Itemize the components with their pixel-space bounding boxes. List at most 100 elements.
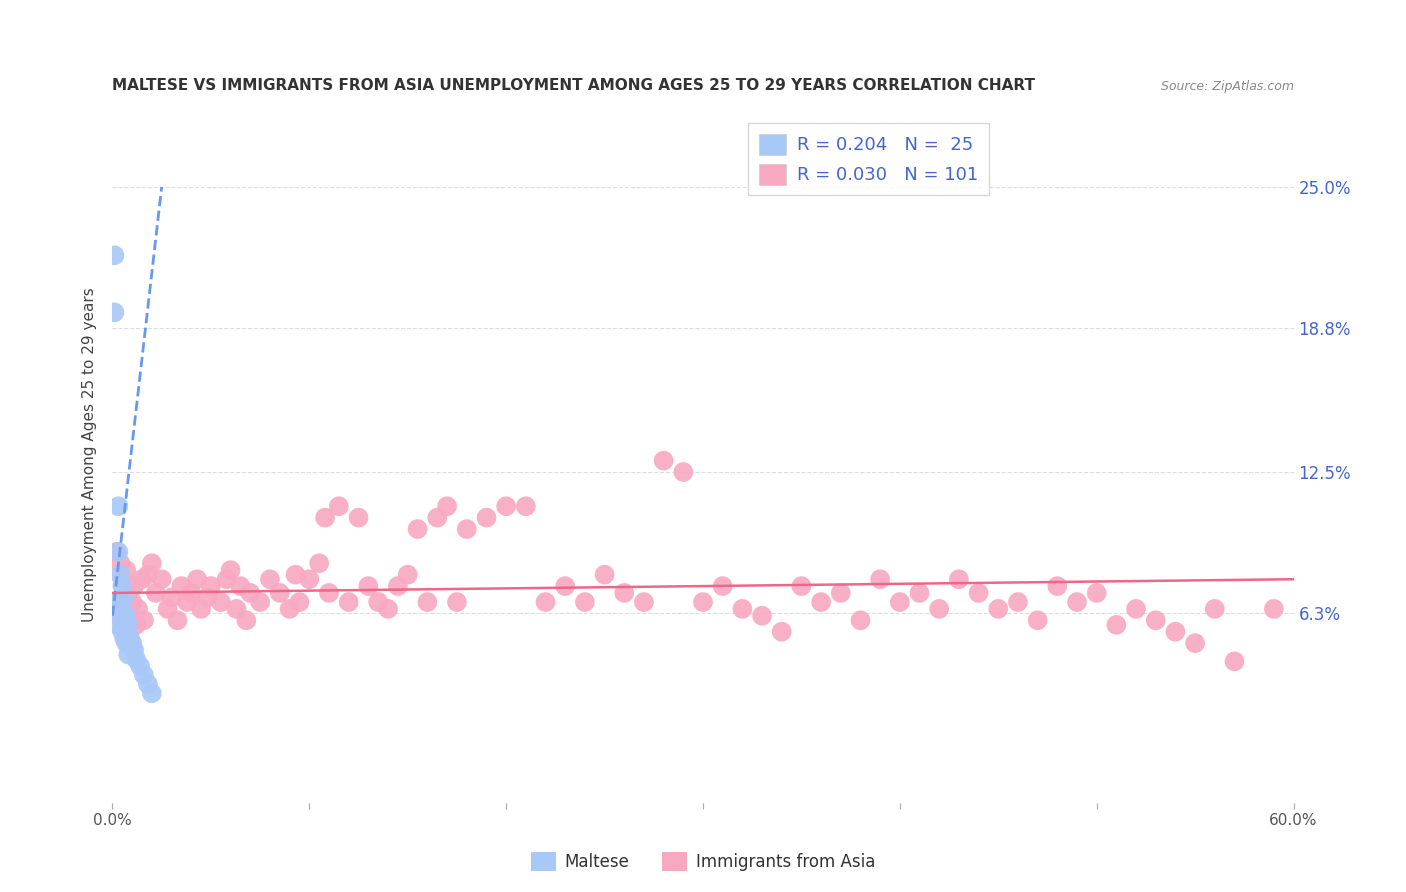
Point <box>830 586 852 600</box>
Point <box>711 579 734 593</box>
Point <box>115 563 138 577</box>
Point <box>129 659 152 673</box>
Point <box>235 613 257 627</box>
Point <box>200 579 222 593</box>
Point <box>347 510 370 524</box>
Point <box>928 602 950 616</box>
Point <box>948 572 970 586</box>
Point <box>849 613 872 627</box>
Point <box>107 595 129 609</box>
Point <box>115 624 138 639</box>
Point <box>377 602 399 616</box>
Point <box>141 686 163 700</box>
Point <box>790 579 813 593</box>
Point <box>1046 579 1069 593</box>
Point <box>396 567 419 582</box>
Point <box>298 572 321 586</box>
Point <box>810 595 832 609</box>
Point <box>269 586 291 600</box>
Text: MALTESE VS IMMIGRANTS FROM ASIA UNEMPLOYMENT AMONG AGES 25 TO 29 YEARS CORRELATI: MALTESE VS IMMIGRANTS FROM ASIA UNEMPLOY… <box>112 78 1035 94</box>
Point <box>1125 602 1147 616</box>
Point <box>125 618 148 632</box>
Point <box>1184 636 1206 650</box>
Point <box>225 602 247 616</box>
Point <box>136 677 159 691</box>
Point <box>1105 618 1128 632</box>
Point <box>103 248 125 262</box>
Point <box>731 602 754 616</box>
Point <box>475 510 498 524</box>
Point <box>633 595 655 609</box>
Point <box>117 648 139 662</box>
Point <box>1026 613 1049 627</box>
Point <box>111 579 134 593</box>
Point <box>426 510 449 524</box>
Point <box>1007 595 1029 609</box>
Point <box>111 572 134 586</box>
Point <box>515 500 537 514</box>
Point <box>176 595 198 609</box>
Point <box>229 579 252 593</box>
Point <box>337 595 360 609</box>
Point <box>1164 624 1187 639</box>
Point <box>107 608 129 623</box>
Point <box>1085 586 1108 600</box>
Point <box>145 586 167 600</box>
Point <box>209 595 232 609</box>
Point <box>239 586 262 600</box>
Point <box>150 572 173 586</box>
Point <box>987 602 1010 616</box>
Point <box>259 572 281 586</box>
Point <box>112 591 135 605</box>
Point <box>692 595 714 609</box>
Point <box>284 567 307 582</box>
Point <box>357 579 380 593</box>
Point <box>672 465 695 479</box>
Point <box>278 602 301 616</box>
Point <box>111 613 134 627</box>
Point <box>195 591 218 605</box>
Point <box>105 618 128 632</box>
Point <box>1263 602 1285 616</box>
Point <box>115 608 138 623</box>
Point <box>110 567 132 582</box>
Point <box>166 613 188 627</box>
Point <box>574 595 596 609</box>
Point <box>112 591 135 605</box>
Point <box>652 453 675 467</box>
Point <box>122 579 145 593</box>
Point <box>132 613 155 627</box>
Point <box>122 643 145 657</box>
Point <box>186 572 208 586</box>
Point <box>308 556 330 570</box>
Point <box>136 567 159 582</box>
Point <box>180 586 202 600</box>
Point <box>121 595 143 609</box>
Point <box>127 602 149 616</box>
Point <box>107 500 129 514</box>
Point <box>908 586 931 600</box>
Point <box>105 595 128 609</box>
Point <box>249 595 271 609</box>
Point <box>436 500 458 514</box>
Point <box>446 595 468 609</box>
Point <box>387 579 409 593</box>
Point <box>1223 654 1246 668</box>
Point <box>190 602 212 616</box>
Point <box>967 586 990 600</box>
Point <box>495 500 517 514</box>
Point <box>456 522 478 536</box>
Point <box>105 545 128 559</box>
Point <box>554 579 576 593</box>
Point <box>121 636 143 650</box>
Point <box>112 632 135 646</box>
Legend: Maltese, Immigrants from Asia: Maltese, Immigrants from Asia <box>524 846 882 878</box>
Point <box>131 572 153 586</box>
Point <box>751 608 773 623</box>
Point <box>120 632 142 646</box>
Point <box>160 591 183 605</box>
Point <box>111 624 134 639</box>
Point <box>534 595 557 609</box>
Point <box>416 595 439 609</box>
Point <box>1144 613 1167 627</box>
